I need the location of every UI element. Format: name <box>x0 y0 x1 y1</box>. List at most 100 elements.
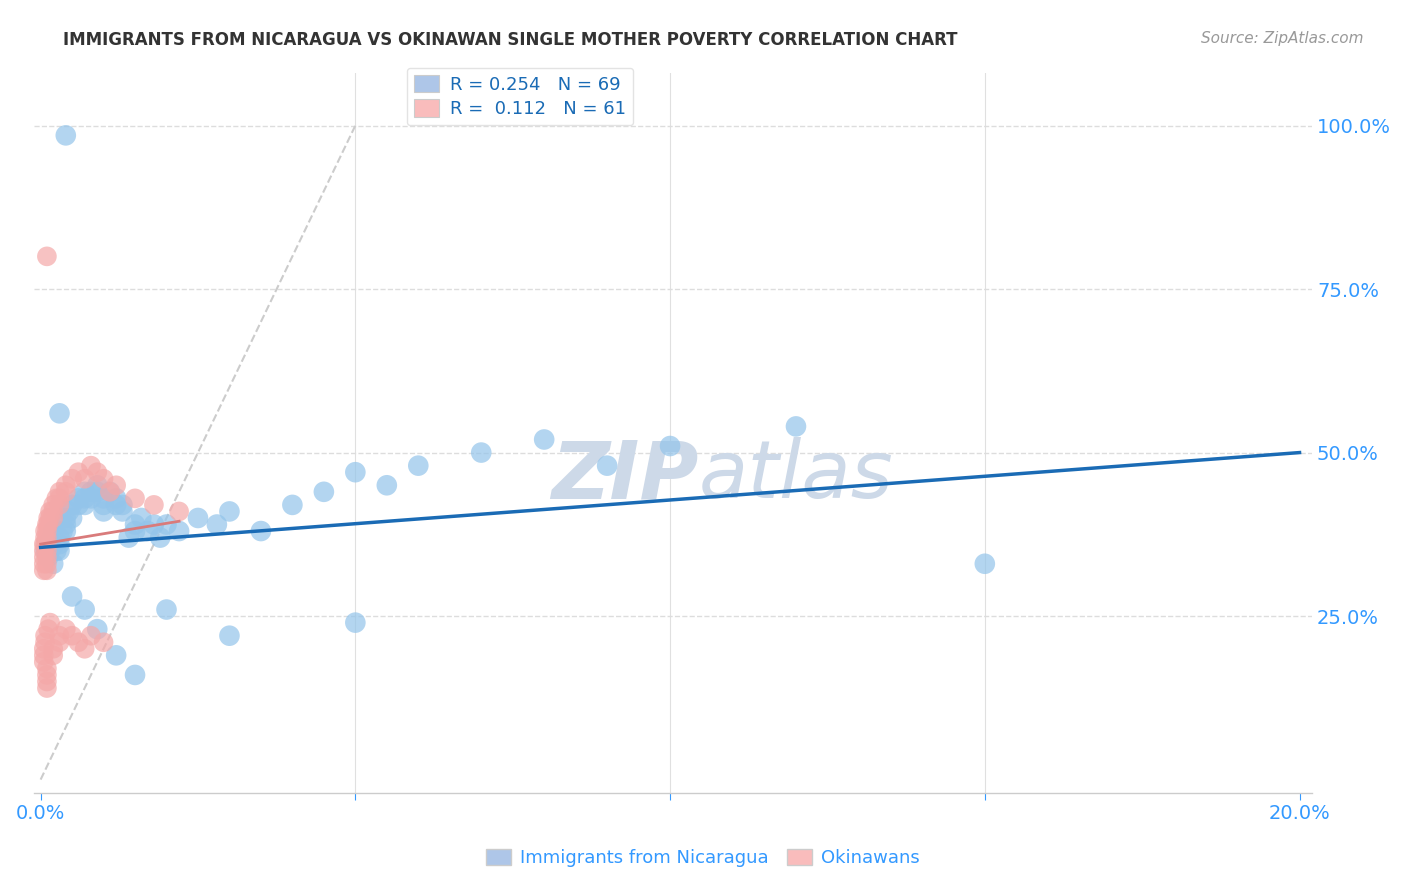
Point <box>45 543 67 558</box>
Point <box>86 465 108 479</box>
Point <box>42 648 65 663</box>
Point <box>124 517 146 532</box>
Point <box>42 504 65 518</box>
Point <box>80 458 103 473</box>
Point <box>35 249 58 263</box>
Point <box>86 622 108 636</box>
Point <box>37 622 59 636</box>
Point <box>124 491 146 506</box>
Point <box>73 498 96 512</box>
Point <box>55 511 77 525</box>
Point <box>32 655 55 669</box>
Point <box>187 511 209 525</box>
Point <box>60 498 83 512</box>
Point <box>111 498 134 512</box>
Legend: R = 0.254   N = 69, R =  0.112   N = 61: R = 0.254 N = 69, R = 0.112 N = 61 <box>406 68 633 126</box>
Point <box>142 498 165 512</box>
Point <box>118 531 141 545</box>
Point <box>32 537 55 551</box>
Point <box>32 543 55 558</box>
Point <box>167 504 190 518</box>
Point <box>93 635 115 649</box>
Text: Source: ZipAtlas.com: Source: ZipAtlas.com <box>1201 31 1364 46</box>
Point <box>48 629 70 643</box>
Point <box>408 458 430 473</box>
Point <box>34 629 56 643</box>
Point <box>86 484 108 499</box>
Point <box>80 629 103 643</box>
Point <box>34 543 56 558</box>
Point <box>37 511 59 525</box>
Point <box>73 641 96 656</box>
Point <box>48 635 70 649</box>
Point <box>218 504 240 518</box>
Point <box>218 629 240 643</box>
Point <box>375 478 398 492</box>
Point <box>67 498 90 512</box>
Point <box>35 674 58 689</box>
Point <box>52 524 75 538</box>
Point <box>80 484 103 499</box>
Point <box>67 465 90 479</box>
Point <box>32 550 55 565</box>
Point <box>659 439 682 453</box>
Point <box>35 668 58 682</box>
Point <box>55 517 77 532</box>
Point <box>596 458 619 473</box>
Point <box>35 550 58 565</box>
Point <box>35 531 58 545</box>
Point <box>98 484 121 499</box>
Point <box>73 602 96 616</box>
Point <box>250 524 273 538</box>
Point <box>105 478 128 492</box>
Point <box>344 615 367 630</box>
Point <box>32 563 55 577</box>
Point <box>48 543 70 558</box>
Point <box>41 531 63 545</box>
Point <box>312 484 335 499</box>
Point <box>80 491 103 506</box>
Point <box>34 635 56 649</box>
Point <box>39 504 62 518</box>
Point <box>34 524 56 538</box>
Point <box>42 557 65 571</box>
Point <box>155 517 177 532</box>
Point <box>124 524 146 538</box>
Point <box>42 641 65 656</box>
Point <box>35 557 58 571</box>
Point <box>34 531 56 545</box>
Text: IMMIGRANTS FROM NICARAGUA VS OKINAWAN SINGLE MOTHER POVERTY CORRELATION CHART: IMMIGRANTS FROM NICARAGUA VS OKINAWAN SI… <box>63 31 957 49</box>
Point <box>167 524 190 538</box>
Point <box>105 648 128 663</box>
Point <box>37 517 59 532</box>
Point <box>142 517 165 532</box>
Point <box>105 491 128 506</box>
Point <box>48 406 70 420</box>
Point <box>155 602 177 616</box>
Point <box>93 504 115 518</box>
Point <box>73 484 96 499</box>
Point <box>533 433 555 447</box>
Point <box>35 517 58 532</box>
Point <box>48 537 70 551</box>
Point <box>67 491 90 506</box>
Point <box>60 629 83 643</box>
Point <box>785 419 807 434</box>
Point <box>35 524 58 538</box>
Point <box>55 622 77 636</box>
Point <box>45 491 67 506</box>
Point <box>60 590 83 604</box>
Point <box>111 504 134 518</box>
Point <box>32 648 55 663</box>
Point <box>205 517 228 532</box>
Text: atlas: atlas <box>699 437 894 515</box>
Legend: Immigrants from Nicaragua, Okinawans: Immigrants from Nicaragua, Okinawans <box>479 841 927 874</box>
Point <box>32 641 55 656</box>
Point <box>32 557 55 571</box>
Point <box>48 498 70 512</box>
Point <box>44 537 66 551</box>
Point <box>35 537 58 551</box>
Point <box>35 661 58 675</box>
Point <box>86 478 108 492</box>
Point <box>973 557 995 571</box>
